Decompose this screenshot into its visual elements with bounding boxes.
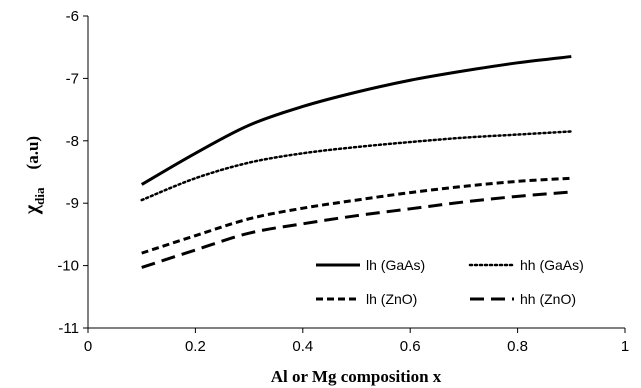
legend-label-3: hh (ZnO) [520,291,576,307]
series-line-0 [140,55,572,186]
series-line-2 [141,176,572,255]
legend: lh (GaAs) hh (GaAs) lh (ZnO) hh (ZnO) [316,257,584,307]
x-tick-label: 1 [621,338,629,355]
y-tick-label: -11 [58,320,79,337]
series-line-1 [140,130,573,202]
legend-label-1: hh (GaAs) [520,257,584,273]
legend-label-2: lh (ZnO) [366,291,417,307]
x-tick-label: 0.6 [400,338,421,355]
series-line-3 [141,190,572,269]
y-tick-label: -10 [57,258,79,275]
x-axis-ticks: 0 0.2 0.4 0.6 0.8 1 [84,328,629,355]
x-tick-label: 0.4 [292,338,313,355]
svg-text:χdia(a.u): χdia (a.u) [21,136,47,215]
x-axis-title: Al or Mg composition x [271,367,442,386]
series-lines [140,55,573,269]
y-axis-title: χdia (a.u) [21,136,47,215]
plot-frame [87,16,625,329]
legend-label-0: lh (GaAs) [366,257,425,273]
x-tick-label: 0.2 [185,338,206,355]
y-axis-symbol: χ [21,204,43,215]
y-axis-ticks: -11 -10 -9 -8 -7 -6 [57,8,88,337]
y-axis-subscript: dia [32,187,47,205]
y-axis-unit: (a.u) [23,136,42,170]
y-tick-label: -6 [66,8,79,25]
y-tick-label: -7 [66,70,79,87]
x-tick-label: 0 [84,338,92,355]
y-tick-label: -8 [66,133,79,150]
x-tick-label: 0.8 [507,338,528,355]
y-tick-label: -9 [66,195,79,212]
